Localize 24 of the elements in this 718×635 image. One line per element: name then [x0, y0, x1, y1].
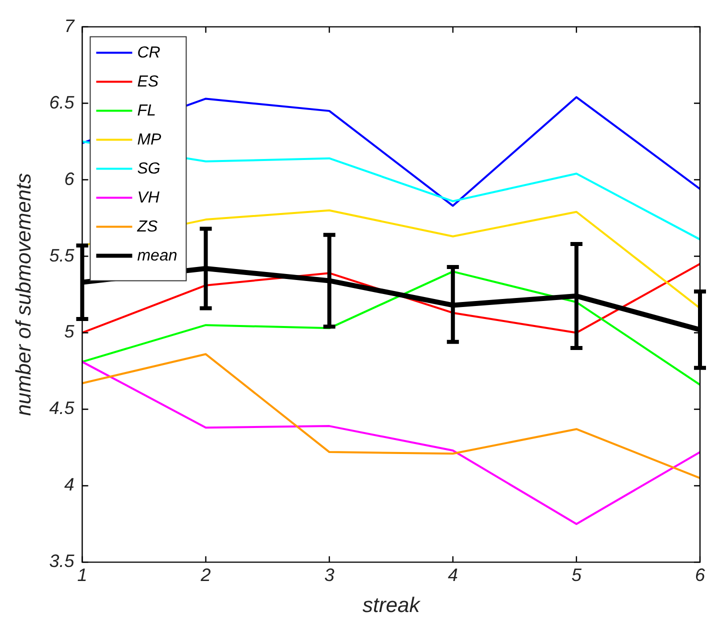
x-tick-label: 1: [77, 565, 88, 585]
legend-label: ZS: [136, 218, 158, 236]
x-tick-label: 3: [324, 565, 334, 585]
y-tick-label: 4: [64, 474, 74, 495]
x-tick-label: 2: [200, 565, 211, 585]
y-tick-label: 6.5: [49, 92, 76, 112]
y-tick-label: 3.5: [49, 551, 76, 572]
legend-label: MP: [137, 131, 162, 148]
legend-label: FL: [137, 102, 156, 120]
x-axis-title: streak: [362, 594, 422, 618]
x-tick-label: 4: [448, 565, 458, 585]
y-tick-label: 6: [64, 168, 76, 189]
legend-label: ES: [137, 73, 159, 90]
y-tick-label: 4.5: [49, 398, 76, 418]
y-axis-title: number of submovements: [12, 172, 36, 416]
x-tick-label: 5: [571, 565, 582, 585]
y-tick-label: 5: [64, 322, 76, 342]
legend-label: mean: [137, 247, 178, 264]
legend-label: CR: [137, 44, 161, 62]
legend-label: VH: [137, 189, 160, 206]
y-tick-label: 5.5: [49, 245, 76, 266]
legend-label: SG: [137, 160, 160, 178]
x-tick-label: 6: [694, 565, 706, 585]
y-tick-label: 7: [64, 16, 76, 36]
